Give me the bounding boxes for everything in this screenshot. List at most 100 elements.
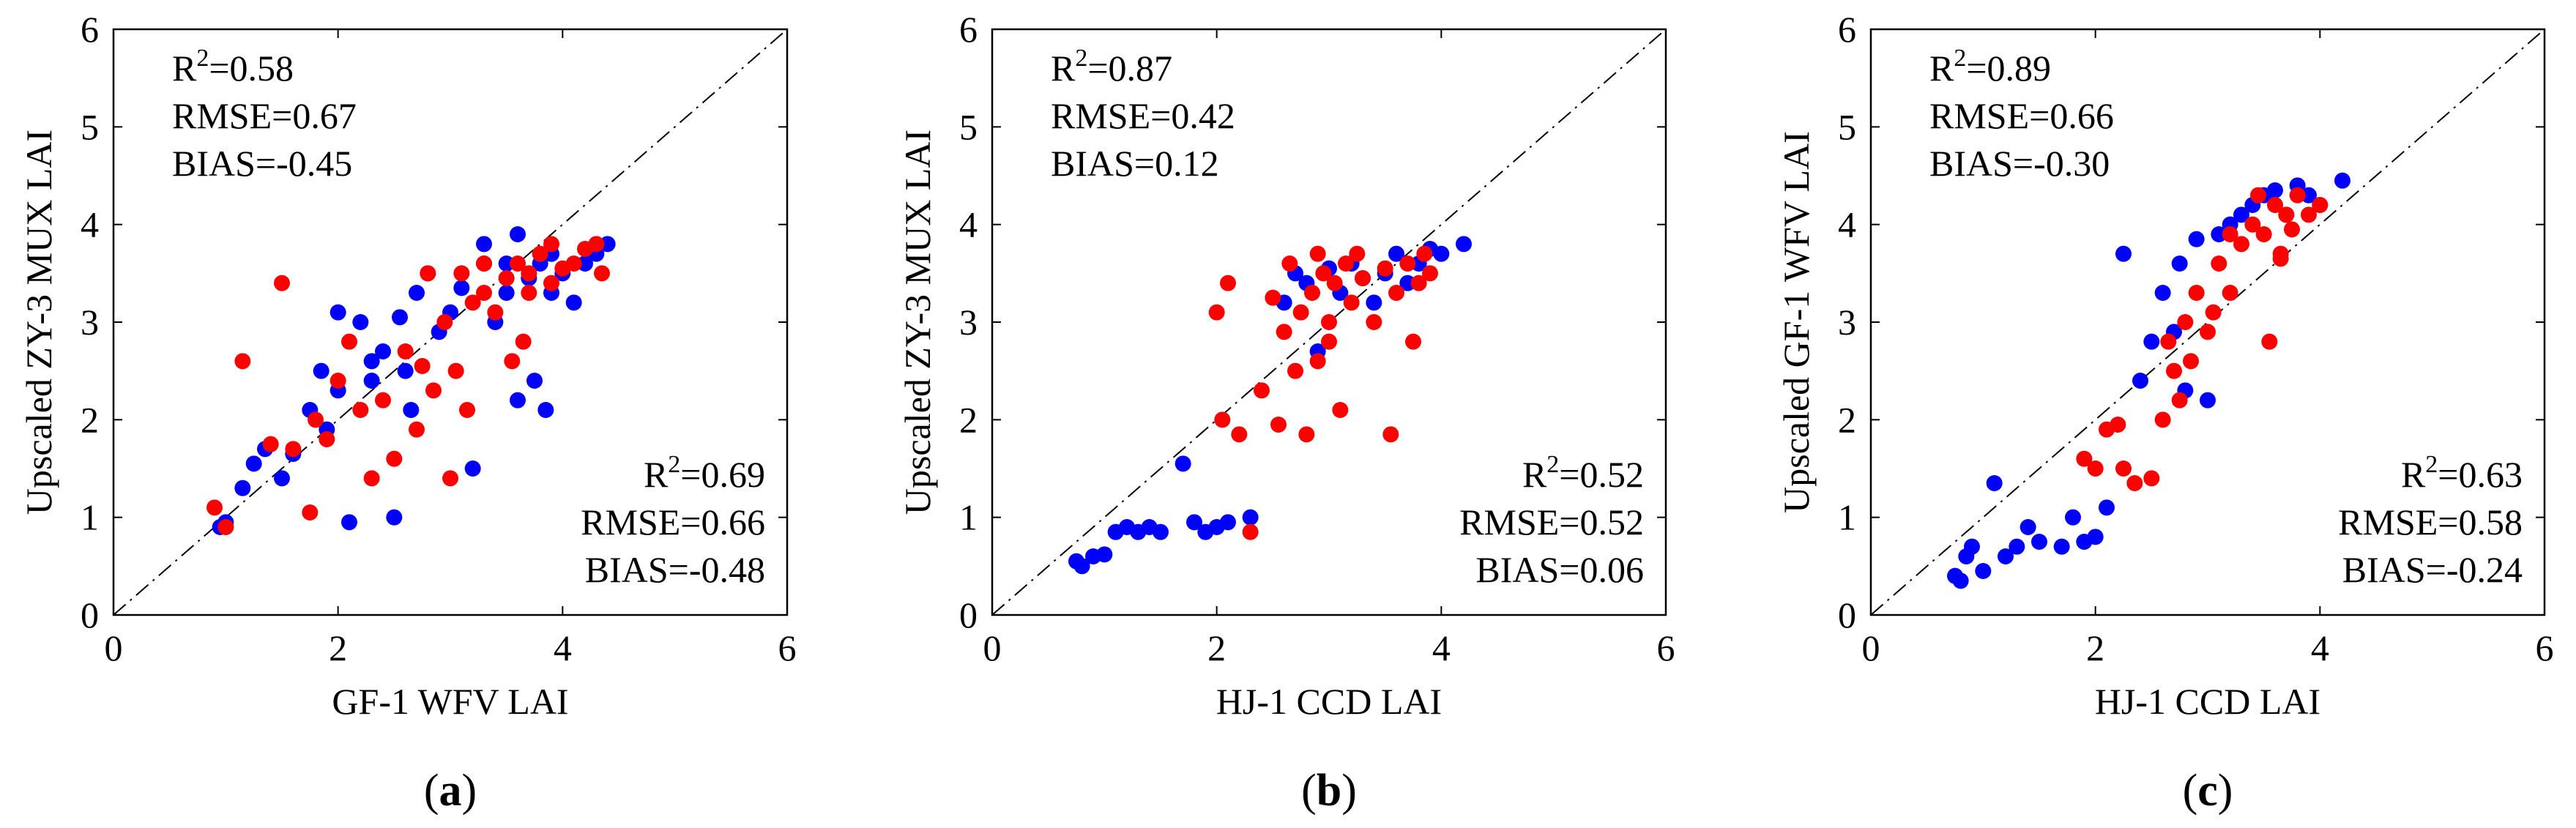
blue-data-point <box>1153 523 1169 540</box>
blue-data-point <box>2009 538 2025 555</box>
y-tick-label: 1 <box>1838 497 1856 538</box>
red-data-point <box>1422 265 1438 282</box>
red-data-point <box>1276 324 1292 340</box>
red-data-point <box>459 402 475 418</box>
one-to-one-line <box>113 29 788 616</box>
blue-data-point <box>1388 245 1404 262</box>
blue-data-point <box>1220 514 1236 531</box>
red-data-point <box>1220 275 1236 291</box>
red-data-point <box>521 285 537 301</box>
red-data-point <box>2115 460 2132 477</box>
red-data-point <box>2301 206 2317 223</box>
red-data-point <box>2255 226 2272 242</box>
blue-data-point <box>2171 256 2188 272</box>
red-data-point <box>2250 187 2266 204</box>
red-data-point <box>1270 417 1287 433</box>
blue-data-point <box>2031 534 2047 550</box>
r2-value-blue: =0.87 <box>1087 48 1172 89</box>
red-data-point <box>302 504 319 521</box>
blue-data-point <box>2143 333 2160 350</box>
r2-stat-red: R2=0.69 <box>644 451 765 495</box>
blue-data-point <box>375 343 391 359</box>
bias-stat-red: BIAS=0.06 <box>1475 549 1644 590</box>
x-axis-label: HJ-1 CCD LAI <box>2095 681 2320 722</box>
blue-data-point <box>476 236 492 253</box>
blue-data-point <box>2188 231 2205 247</box>
x-tick-label: 4 <box>2311 627 2329 668</box>
red-data-point <box>409 421 425 438</box>
panel-label: (a) <box>424 766 477 816</box>
blue-data-point <box>2132 373 2148 389</box>
blue-data-point <box>565 294 582 311</box>
blue-data-point <box>1433 245 1450 262</box>
scatter-panel-b: 0 2 4 6 0 1 2 3 4 5 6 HJ-1 CCD LAI Upscaled ZY-3 MUX… <box>897 9 1675 816</box>
panel-label: (b) <box>1301 766 1357 816</box>
blue-data-point <box>1456 236 1472 253</box>
blue-data-point <box>1986 475 2003 491</box>
blue-data-point <box>537 402 554 418</box>
x-tick-label: 0 <box>1862 627 1880 668</box>
red-data-point <box>1399 256 1416 272</box>
red-data-point <box>341 333 357 350</box>
red-data-point <box>532 245 548 262</box>
r2-value-red: =0.52 <box>1559 454 1644 495</box>
one-to-one-line <box>1870 29 2545 616</box>
y-tick-label: 4 <box>959 204 978 245</box>
x-tick-label: 2 <box>1207 627 1226 668</box>
red-data-point <box>274 275 290 291</box>
red-data-point <box>1309 353 1326 370</box>
red-data-point <box>1242 523 1259 540</box>
blue-data-point <box>403 402 420 418</box>
red-data-point <box>1377 260 1393 277</box>
y-axis-label: Upscaled GF-1 WFV LAI <box>1776 131 1817 513</box>
blue-data-point <box>2087 529 2104 545</box>
y-tick-label: 6 <box>959 9 978 50</box>
red-data-point <box>1349 245 1366 262</box>
red-data-point <box>319 431 335 447</box>
blue-data-point <box>1242 509 1259 526</box>
red-data-point <box>1309 245 1326 262</box>
rmse-stat-red: RMSE=0.52 <box>1459 501 1644 542</box>
bias-stat-blue: BIAS=-0.30 <box>1929 143 2110 184</box>
blue-data-point <box>577 256 593 272</box>
blue-data-point <box>2115 245 2132 262</box>
red-data-point <box>2312 197 2329 213</box>
bias-stat-red: BIAS=-0.24 <box>2342 549 2523 590</box>
red-data-point <box>2126 475 2143 491</box>
red-data-point <box>2267 197 2283 213</box>
red-data-point <box>442 470 458 487</box>
red-data-point <box>1292 304 1309 321</box>
red-data-point <box>2278 206 2295 223</box>
red-data-point <box>2166 362 2182 379</box>
blue-data-point <box>392 309 408 326</box>
blue-data-point <box>1998 548 2014 564</box>
blue-data-point <box>2334 172 2350 189</box>
red-data-point <box>1265 289 1281 306</box>
red-data-point <box>498 270 515 286</box>
red-data-point <box>1355 270 1371 286</box>
y-tick-label: 1 <box>81 497 99 538</box>
red-data-point <box>453 265 470 282</box>
x-tick-label: 6 <box>1657 627 1675 668</box>
blue-data-point <box>464 460 481 477</box>
y-tick-label: 2 <box>1838 399 1856 440</box>
blue-data-point <box>352 314 369 330</box>
red-data-point <box>1388 285 1404 301</box>
red-data-point <box>386 450 403 467</box>
y-tick-label: 0 <box>81 594 99 635</box>
blue-data-point <box>313 362 330 379</box>
blue-data-point <box>2020 519 2036 535</box>
red-data-point <box>308 411 324 428</box>
blue-data-point <box>1366 294 1382 311</box>
blue-data-point <box>510 226 526 242</box>
y-tick-label: 5 <box>1838 106 1856 147</box>
red-data-point <box>565 256 582 272</box>
blue-data-point <box>2301 187 2317 204</box>
red-data-point <box>521 265 537 282</box>
blue-data-point <box>2053 538 2070 555</box>
red-data-point <box>2272 250 2289 267</box>
red-data-point <box>487 304 504 321</box>
red-data-point <box>510 256 526 272</box>
red-data-point <box>543 275 559 291</box>
blue-data-point <box>453 280 470 296</box>
